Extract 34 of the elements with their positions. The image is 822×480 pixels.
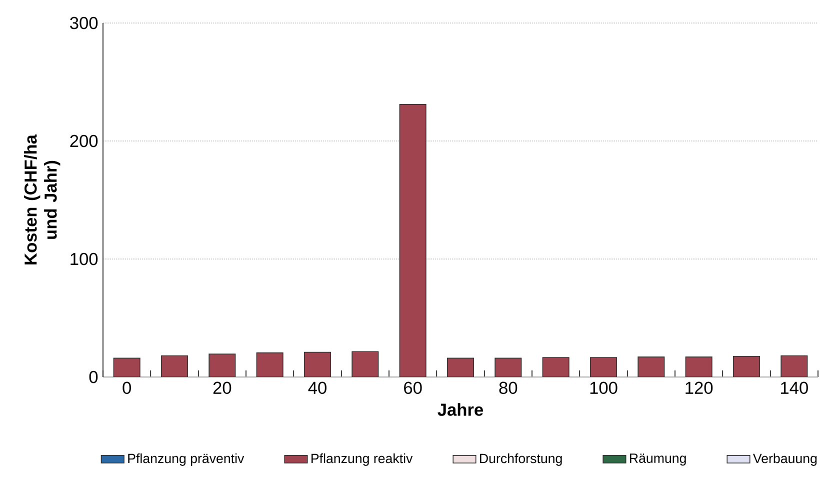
x-tick-label: 0: [122, 382, 131, 394]
legend-label: Pflanzung präventiv: [128, 453, 244, 466]
y-tick-label: 200: [70, 134, 98, 148]
x-tick-label: 140: [781, 382, 808, 394]
x-tick-label: 80: [499, 382, 518, 394]
x-tick-label: 20: [213, 382, 232, 394]
bar: [590, 357, 618, 377]
bar: [160, 355, 188, 377]
x-tick-label: 120: [686, 382, 713, 394]
y-tick-label: 0: [89, 370, 98, 384]
x-tick-label: 100: [590, 382, 618, 394]
bar: [256, 352, 284, 377]
bar: [446, 358, 474, 377]
legend-label: Durchforstung: [480, 453, 562, 466]
bar: [494, 358, 522, 377]
y-tick-label: 300: [70, 16, 98, 30]
y-tick-label: 100: [70, 252, 98, 266]
legend-label: Räumung: [630, 454, 686, 466]
x-axis-title: Jahre: [438, 403, 484, 416]
x-tick-label: 60: [404, 382, 422, 394]
bar: [208, 354, 236, 377]
bar: [113, 358, 140, 377]
bar: [732, 356, 760, 377]
bar: [780, 355, 808, 377]
x-tick-label: 40: [308, 382, 326, 394]
bar: [352, 351, 379, 377]
legend-label: Verbauung: [753, 453, 817, 466]
bar: [542, 357, 570, 377]
bar: [304, 352, 332, 377]
y-axis-title: Kosten (CHF/ha und Jahr): [24, 134, 60, 264]
bar: [638, 356, 665, 377]
bar: [685, 356, 712, 377]
bar: [399, 104, 426, 377]
legend-label: Pflanzung reaktiv: [312, 453, 413, 466]
